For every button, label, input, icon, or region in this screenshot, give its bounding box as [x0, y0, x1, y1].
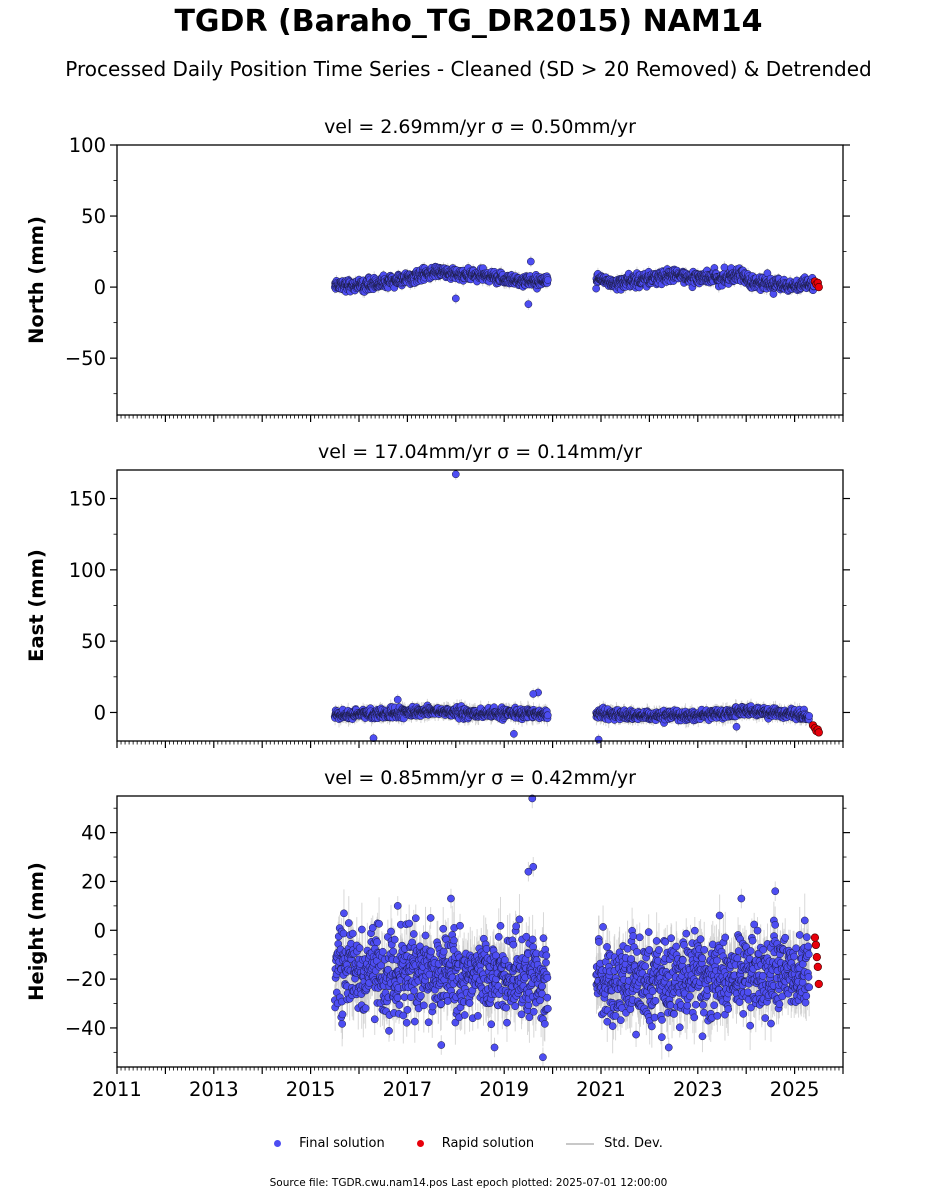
y-tick-label: 50	[81, 205, 106, 228]
y-tick-label: 100	[69, 134, 106, 157]
final-solution-point	[592, 284, 601, 293]
final-solution-point	[543, 276, 552, 284]
final-solution-point	[451, 294, 460, 303]
rapid-solution-point	[814, 283, 823, 292]
figure-title: TGDR (Baraho_TG_DR2015) NAM14	[0, 4, 937, 39]
panel-title: vel = 2.69mm/yr σ = 0.50mm/yr	[324, 116, 636, 138]
final-solution-point	[526, 257, 535, 266]
final-solution-point	[524, 300, 533, 309]
y-tick-label: 0	[94, 276, 106, 299]
y-axis-label: North (mm)	[25, 216, 48, 344]
time-series-charts: −50 0 50 100 North (mm) vel = 2.69mm/yr σ = 0…	[25, 116, 850, 1101]
y-tick-label: −50	[65, 347, 106, 370]
figure-subtitle: Processed Daily Position Time Series - C…	[0, 57, 937, 81]
